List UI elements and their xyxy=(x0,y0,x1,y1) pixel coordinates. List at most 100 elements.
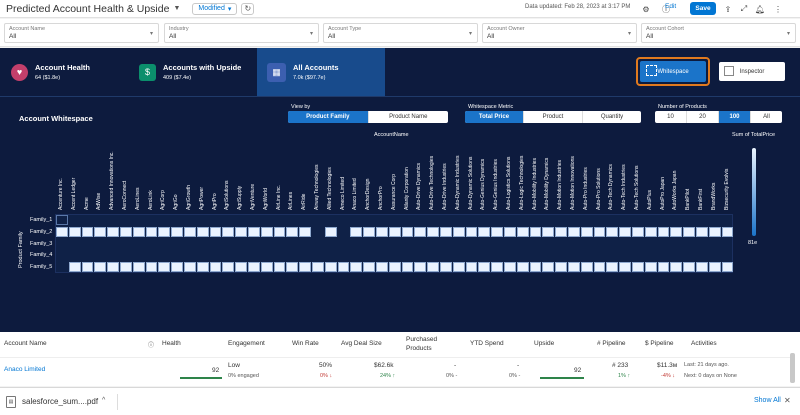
heatmap-cell[interactable] xyxy=(657,226,670,237)
heatmap-cell[interactable] xyxy=(312,262,324,272)
tab-account-health[interactable]: ♥ Account Health 64 ($1.8e) xyxy=(0,48,125,96)
column-header[interactable]: Engagement xyxy=(228,340,265,347)
bell-icon[interactable]: 🔔︎ xyxy=(754,4,766,14)
heatmap-cell[interactable] xyxy=(568,226,580,237)
column-header[interactable]: Upside xyxy=(534,340,555,347)
heatmap-cell[interactable] xyxy=(670,226,683,237)
heatmap-cell[interactable] xyxy=(619,262,631,272)
heatmap-cell[interactable] xyxy=(465,262,478,272)
heatmap-cell[interactable] xyxy=(94,226,107,237)
heatmap-cell[interactable] xyxy=(644,262,657,272)
fullscreen-icon[interactable]: ⤢ xyxy=(740,4,748,13)
heatmap-cell[interactable] xyxy=(299,226,311,237)
heatmap-cell[interactable] xyxy=(414,226,427,237)
heatmap-cell[interactable] xyxy=(504,262,516,272)
download-file-name[interactable]: salesforce_sum....pdf xyxy=(22,397,99,406)
heatmap-cell[interactable] xyxy=(580,262,593,272)
heatmap-cell[interactable] xyxy=(529,262,542,272)
heatmap-cell[interactable] xyxy=(401,262,414,272)
heatmap-cell[interactable] xyxy=(209,262,222,272)
column-header[interactable]: Health xyxy=(162,340,181,347)
share-icon[interactable]: ⚙ xyxy=(642,4,650,14)
heatmap-cell[interactable] xyxy=(94,262,107,272)
heatmap-cell[interactable] xyxy=(120,262,132,272)
heatmap-cell[interactable] xyxy=(427,226,439,237)
heatmap-cell[interactable] xyxy=(132,262,145,272)
title-dropdown-icon[interactable]: ▼ xyxy=(173,5,181,12)
heatmap-cell[interactable] xyxy=(248,226,260,237)
num-products-all[interactable]: All xyxy=(763,114,770,120)
heatmap-cell[interactable] xyxy=(273,262,286,272)
column-header[interactable]: Account Name xyxy=(4,340,47,347)
view-by-product-family[interactable]: Product Family xyxy=(288,111,369,123)
num-products-10[interactable]: 10 xyxy=(655,111,687,123)
heatmap-cell[interactable] xyxy=(632,262,644,272)
metric-total-price[interactable]: Total Price xyxy=(465,111,524,123)
show-all-link[interactable]: Show All xyxy=(754,397,781,404)
filter-account-cohort[interactable]: Account Cohort All ▾ xyxy=(641,23,796,43)
filter-industry[interactable]: Industry All ▾ xyxy=(164,23,319,43)
heatmap-cell[interactable] xyxy=(81,262,94,272)
heatmap-cell[interactable] xyxy=(427,262,439,272)
num-products-100[interactable]: 100 xyxy=(719,111,751,123)
heatmap-cell[interactable] xyxy=(465,226,478,237)
heatmap-cell[interactable] xyxy=(542,226,555,237)
export-icon[interactable]: ⇪ xyxy=(724,4,732,14)
heatmap-cell[interactable] xyxy=(363,226,375,237)
column-header[interactable]: Purchased Products xyxy=(406,336,438,352)
metric-quantity[interactable]: Quantity xyxy=(600,114,624,120)
heatmap-cell[interactable] xyxy=(235,226,247,237)
heatmap-cell[interactable] xyxy=(414,262,427,272)
heatmap-cell[interactable] xyxy=(81,226,94,237)
heatmap-cell[interactable] xyxy=(657,262,670,272)
table-scrollbar[interactable] xyxy=(790,353,795,383)
heatmap-cell[interactable] xyxy=(516,262,529,272)
column-header[interactable]: YTD Spend xyxy=(470,340,504,347)
heatmap-cell[interactable] xyxy=(696,262,708,272)
filter-account-name[interactable]: Account Name All ▾ xyxy=(4,23,159,43)
heatmap-cell[interactable] xyxy=(580,226,593,237)
heatmap-cell[interactable] xyxy=(184,262,196,272)
heatmap-cell[interactable] xyxy=(107,226,119,237)
heatmap-cell[interactable] xyxy=(388,262,401,272)
tab-all-accounts[interactable]: ▦ All Accounts 7.0k ($97.7e) xyxy=(257,48,385,96)
heatmap-cell[interactable] xyxy=(452,226,465,237)
heatmap-cell[interactable] xyxy=(68,226,81,237)
heatmap-cell[interactable] xyxy=(696,226,708,237)
heatmap-cell[interactable] xyxy=(184,226,196,237)
heatmap-cell[interactable] xyxy=(721,226,734,237)
heatmap-cell[interactable] xyxy=(593,262,606,272)
heatmap-cell[interactable] xyxy=(248,262,260,272)
column-header[interactable]: # Pipeline xyxy=(597,340,626,347)
heatmap-cell[interactable] xyxy=(222,262,235,272)
heatmap-cell[interactable] xyxy=(491,226,503,237)
modified-dropdown[interactable]: Modified ▾ xyxy=(192,2,238,15)
heatmap-cell[interactable] xyxy=(68,262,81,272)
metric-product[interactable]: Product xyxy=(524,111,583,123)
refresh-button[interactable]: ↻ xyxy=(241,2,255,15)
heatmap-cell[interactable] xyxy=(158,226,171,237)
heatmap-cell[interactable] xyxy=(670,262,683,272)
column-header[interactable]: $ Pipeline xyxy=(645,340,674,347)
heatmap-cell[interactable] xyxy=(376,226,388,237)
more-icon[interactable]: ⋮ xyxy=(774,4,782,14)
heatmap-cell[interactable] xyxy=(158,262,171,272)
heatmap-cell[interactable] xyxy=(376,262,388,272)
heatmap-cell[interactable] xyxy=(363,262,375,272)
heatmap-cell[interactable] xyxy=(452,262,465,272)
heatmap-cell[interactable] xyxy=(568,262,580,272)
heatmap-cell[interactable] xyxy=(209,226,222,237)
heatmap-cell[interactable] xyxy=(632,226,644,237)
heatmap-cell[interactable] xyxy=(708,262,721,272)
heatmap-cell[interactable] xyxy=(324,262,337,272)
heatmap-cell[interactable] xyxy=(260,226,273,237)
tab-accounts-with-upside[interactable]: $ Accounts with Upside 409 ($7.4e) xyxy=(135,48,255,96)
heatmap-cell[interactable] xyxy=(107,262,119,272)
num-products-20[interactable]: 20 xyxy=(687,111,719,123)
filter-account-type[interactable]: Account Type All ▾ xyxy=(323,23,478,43)
column-header[interactable]: Activities xyxy=(691,340,717,347)
close-icon[interactable]: ✕ xyxy=(784,396,791,405)
heatmap-cell[interactable] xyxy=(478,262,491,272)
heatmap-cell[interactable] xyxy=(132,226,145,237)
heatmap-cell[interactable] xyxy=(145,262,158,272)
